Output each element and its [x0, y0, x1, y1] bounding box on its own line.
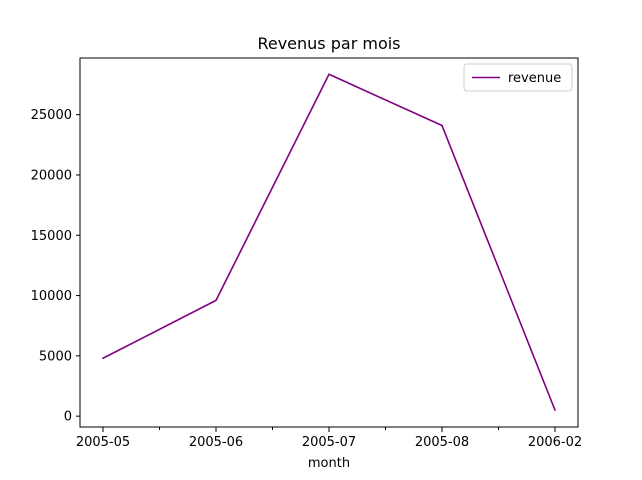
x-tick-label: 2006-02	[528, 435, 582, 450]
data-point	[215, 299, 217, 302]
x-axis-label: month	[308, 456, 350, 471]
y-tick-label: 0	[64, 410, 72, 425]
x-tick-label: 2005-07	[302, 435, 356, 450]
x-tick-label: 2005-08	[415, 435, 469, 450]
y-tick-label: 5000	[39, 349, 72, 364]
x-tick-label: 2005-05	[76, 435, 130, 450]
data-point	[554, 409, 556, 411]
legend-label: revenue	[508, 71, 561, 86]
y-tick-label: 10000	[31, 289, 72, 304]
plot-area: 0 5000 10000 15000 20000 25000 2005-05 2005-06 2…	[31, 57, 582, 450]
chart-title: Revenus par mois	[257, 34, 400, 53]
y-tick-label: 25000	[31, 108, 72, 123]
y-tick-label: 20000	[31, 168, 72, 183]
data-point	[102, 357, 104, 360]
y-tick-label: 15000	[31, 229, 72, 244]
x-tick-label: 2005-06	[189, 435, 243, 450]
legend-box	[463, 63, 573, 92]
data-point	[328, 73, 330, 76]
data-point	[441, 124, 443, 127]
